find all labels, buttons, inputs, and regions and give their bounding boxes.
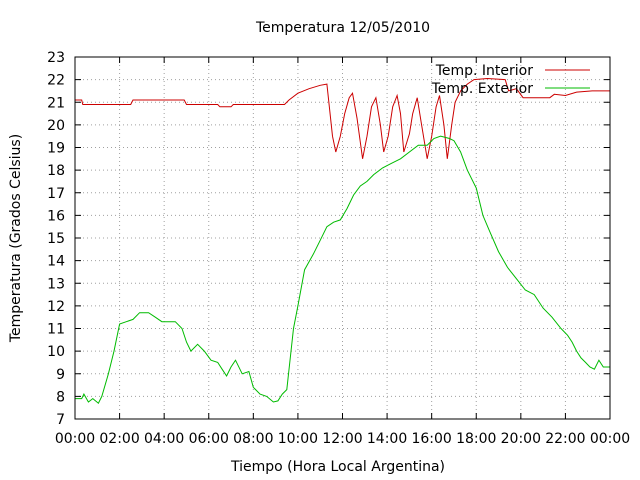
x-tick-label: 10:00 (278, 431, 318, 447)
x-tick-label: 00:00 (55, 431, 95, 447)
legend-label: Temp. Interior (435, 63, 534, 79)
series-line-exterior (75, 135, 610, 404)
y-tick-label: 11 (47, 322, 65, 338)
grid-layer (75, 57, 610, 419)
y-tick-label: 10 (47, 344, 65, 360)
y-tick-label: 18 (47, 163, 65, 179)
x-tick-label: 20:00 (501, 431, 541, 447)
series-layer (75, 77, 610, 404)
legend: Temp. Interior Temp. Exterior (431, 63, 590, 97)
y-tick-label: 20 (47, 118, 65, 134)
y-tick-label: 8 (56, 389, 65, 405)
y-tick-label: 12 (47, 299, 65, 315)
y-tick-label: 14 (47, 254, 65, 270)
y-tick-label: 7 (56, 412, 65, 428)
y-tick-label: 15 (47, 231, 65, 247)
y-tick-label: 23 (47, 50, 65, 66)
y-tick-label: 22 (47, 73, 65, 89)
y-tick-label: 13 (47, 276, 65, 292)
series-line-interior (75, 77, 610, 159)
legend-label: Temp. Exterior (431, 81, 534, 97)
y-axis-label: Temperatura (Grados Celsius) (8, 134, 24, 343)
x-tick-label: 06:00 (189, 431, 229, 447)
x-tick-label: 00:00 (590, 431, 630, 447)
x-tick-label: 04:00 (144, 431, 184, 447)
x-tick-label: 18:00 (456, 431, 496, 447)
x-tick-label: 16:00 (411, 431, 451, 447)
x-axis-label: Tiempo (Hora Local Argentina) (230, 459, 445, 475)
y-tick-label: 21 (47, 95, 65, 111)
x-tick-label: 02:00 (99, 431, 139, 447)
x-tick-label: 08:00 (233, 431, 273, 447)
x-tick-label: 12:00 (322, 431, 362, 447)
y-tick-label: 9 (56, 367, 65, 383)
y-tick-label: 17 (47, 186, 65, 202)
y-tick-label: 19 (47, 141, 65, 157)
chart-title: Temperatura 12/05/2010 (255, 20, 430, 36)
y-tick-label: 16 (47, 208, 65, 224)
x-tick-label: 22:00 (545, 431, 585, 447)
x-tick-label: 14:00 (367, 431, 407, 447)
